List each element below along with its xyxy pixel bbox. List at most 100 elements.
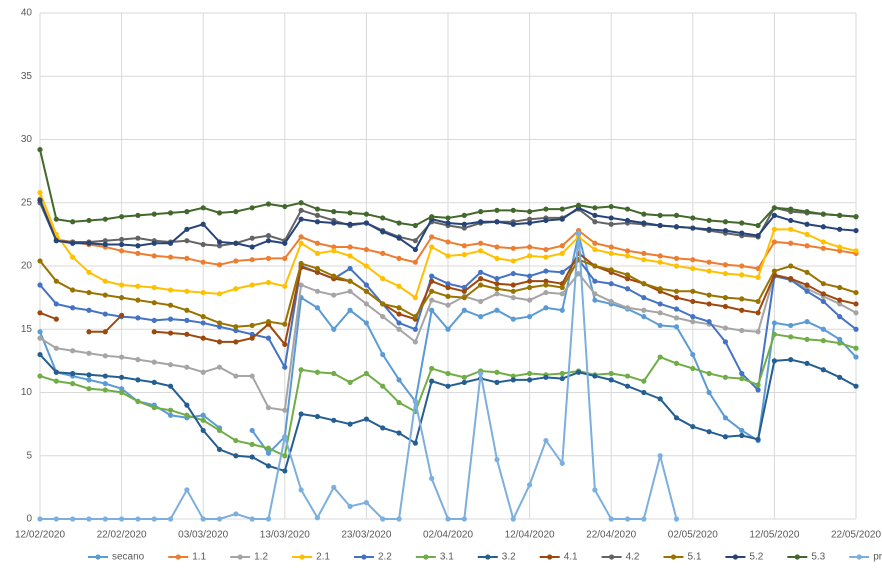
data-point — [461, 252, 467, 258]
data-point — [559, 269, 565, 275]
data-point — [788, 334, 794, 340]
data-point — [657, 310, 663, 316]
data-point — [641, 307, 647, 313]
data-point — [673, 306, 680, 312]
data-point — [624, 272, 631, 278]
data-point — [102, 373, 108, 379]
data-point — [657, 286, 663, 292]
y-tick-label: 20 — [21, 261, 33, 272]
data-point — [249, 244, 255, 250]
data-point — [657, 253, 663, 259]
data-point — [820, 224, 826, 230]
x-tick-label: 22/05/2020 — [831, 530, 881, 541]
data-point — [510, 516, 516, 522]
data-point — [314, 206, 321, 212]
legend-marker — [175, 554, 181, 560]
y-tick-label: 5 — [26, 450, 32, 461]
data-point — [396, 516, 402, 522]
data-point — [624, 276, 631, 282]
data-point — [37, 329, 43, 335]
data-point — [216, 291, 223, 297]
data-point — [559, 206, 565, 212]
data-point — [314, 240, 321, 246]
data-point — [445, 220, 451, 226]
data-point — [70, 287, 76, 293]
data-point — [53, 316, 59, 322]
data-point — [853, 354, 859, 360]
data-point — [445, 326, 451, 332]
data-point — [347, 379, 353, 385]
data-point — [690, 265, 696, 272]
data-point — [690, 298, 696, 305]
data-point — [527, 220, 533, 226]
data-point — [543, 282, 549, 288]
data-point — [53, 238, 59, 244]
data-point — [200, 417, 206, 423]
data-point — [722, 325, 729, 331]
data-point — [282, 468, 288, 474]
data-point — [412, 339, 418, 345]
data-point — [216, 320, 223, 326]
data-point — [412, 238, 418, 244]
data-point — [102, 278, 108, 284]
data-point — [494, 456, 500, 463]
data-point — [167, 412, 174, 418]
data-point — [167, 330, 174, 336]
data-point — [478, 209, 484, 215]
data-point — [527, 273, 533, 279]
data-point — [853, 214, 859, 220]
data-point — [755, 222, 761, 229]
data-point — [690, 424, 696, 430]
data-point — [86, 377, 92, 383]
data-point — [510, 245, 516, 251]
data-point — [167, 254, 174, 260]
y-tick-label: 35 — [21, 71, 33, 82]
data-point — [314, 369, 321, 375]
data-point — [347, 421, 353, 427]
data-point — [265, 233, 272, 239]
data-point — [771, 205, 778, 211]
data-point — [347, 503, 353, 509]
data-point — [853, 383, 859, 389]
data-point — [527, 253, 533, 259]
data-point — [249, 235, 255, 241]
data-point — [119, 295, 125, 301]
data-point — [167, 210, 174, 216]
data-point — [216, 446, 223, 453]
data-point — [249, 427, 255, 434]
data-point — [380, 425, 386, 431]
data-point — [429, 244, 435, 250]
data-point — [527, 244, 533, 250]
data-point — [543, 305, 549, 311]
data-point — [543, 254, 549, 260]
data-point — [608, 203, 614, 210]
data-point — [102, 241, 108, 248]
data-point — [119, 386, 125, 392]
data-point — [559, 370, 565, 377]
x-tick-label: 12/04/2020 — [505, 530, 555, 541]
data-point — [722, 270, 729, 277]
data-point — [331, 273, 337, 279]
data-point — [673, 288, 680, 294]
data-point — [282, 341, 288, 348]
legend-label: 5.3 — [811, 552, 825, 563]
data-point — [151, 211, 157, 217]
data-point — [494, 379, 500, 385]
data-point — [461, 288, 467, 294]
data-point — [657, 396, 663, 402]
data-point — [249, 282, 255, 288]
data-point — [53, 378, 59, 384]
data-point — [853, 248, 859, 254]
x-tick-label: 23/03/2020 — [341, 530, 391, 541]
legend-label: 2.1 — [316, 552, 330, 563]
x-tick-label: 02/04/2020 — [423, 530, 473, 541]
data-point — [722, 434, 729, 440]
legend-label: 1.1 — [192, 552, 206, 563]
data-point — [200, 289, 206, 296]
data-point — [53, 301, 59, 307]
data-point — [657, 322, 663, 329]
data-point — [70, 381, 76, 387]
data-point — [608, 370, 614, 377]
data-point — [722, 262, 729, 268]
data-point — [837, 212, 843, 218]
